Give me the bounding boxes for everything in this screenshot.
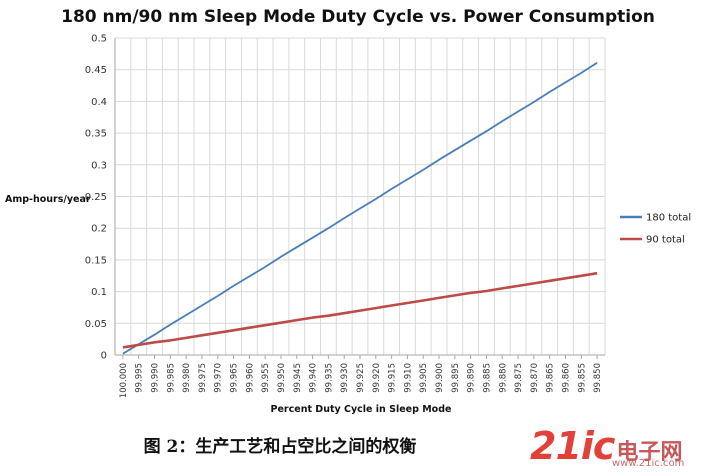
y-tick-label: 0.1 [91, 287, 107, 298]
x-tick-label: 99.995 [135, 363, 145, 393]
x-tick-label: 99.890 [467, 363, 477, 393]
figure-caption: 图 2：生产工艺和占空比之间的权衡 [143, 437, 417, 457]
x-tick-label: 99.925 [356, 363, 366, 393]
x-tick-label: 99.875 [514, 363, 524, 393]
x-tick-label: 99.860 [561, 363, 571, 393]
x-tick-label: 99.900 [435, 363, 445, 393]
legend: 180 total 90 total [620, 213, 691, 246]
x-tick-label: 99.955 [261, 363, 271, 393]
x-tick-label: 99.920 [372, 363, 382, 393]
x-tick-label: 99.975 [198, 363, 208, 393]
y-tick-label: 0.25 [85, 192, 107, 203]
y-tick-label: 0.45 [85, 65, 107, 76]
series-line-180-total [122, 61, 598, 355]
y-axis-ticks: 0 0.05 0.1 0.15 0.2 0.25 0.3 0.35 0.4 0.45 0.5 [85, 34, 107, 362]
y-tick-label: 0.2 [91, 224, 107, 235]
x-tick-label: 100.000 [119, 363, 129, 398]
x-tick-label: 99.880 [498, 363, 508, 393]
x-tick-label: 99.885 [482, 363, 492, 393]
x-tick-label: 99.990 [151, 363, 161, 393]
legend-label: 180 total [646, 213, 691, 224]
y-axis-label: Amp-hours/year [5, 194, 91, 205]
x-tick-label: 99.930 [340, 363, 350, 393]
x-axis-label: Percent Duty Cycle in Sleep Mode [271, 404, 452, 415]
y-tick-label: 0.4 [91, 97, 107, 108]
y-tick-label: 0.3 [91, 160, 107, 171]
x-tick-label: 99.895 [451, 363, 461, 393]
x-tick-label: 99.980 [182, 363, 192, 393]
x-tick-label: 99.870 [530, 363, 540, 393]
x-tick-label: 99.910 [403, 363, 413, 393]
x-tick-label: 99.965 [230, 363, 240, 393]
x-tick-label: 99.960 [245, 363, 255, 393]
x-tick-label: 99.985 [166, 363, 176, 393]
watermark: 21ic 电子网 [530, 424, 682, 468]
x-tick-label: 99.915 [388, 363, 398, 393]
y-tick-label: 0.15 [85, 255, 107, 266]
watermark-logo: 21ic [530, 424, 615, 468]
chart-title: 180 nm/90 nm Sleep Mode Duty Cycle vs. P… [61, 7, 655, 27]
x-tick-label: 99.950 [277, 363, 287, 393]
x-axis-ticks: 100.000 99.995 99.990 99.985 99.980 99.975 99.… [119, 355, 603, 398]
x-tick-label: 99.865 [546, 363, 556, 393]
y-tick-label: 0.05 [85, 319, 107, 330]
watermark-url: www.21ic.com [612, 458, 685, 469]
x-tick-label: 99.940 [309, 363, 319, 393]
x-tick-label: 99.935 [324, 363, 334, 393]
grid [114, 37, 606, 356]
series-lines [122, 61, 598, 355]
x-tick-label: 99.905 [419, 363, 429, 393]
series-line-90-total [122, 271, 598, 349]
x-tick-label: 99.850 [593, 363, 603, 393]
y-tick-label: 0.35 [85, 129, 107, 140]
x-tick-label: 99.945 [293, 363, 303, 393]
y-tick-label: 0.5 [91, 34, 107, 45]
x-tick-label: 99.970 [214, 363, 224, 393]
y-tick-label: 0 [101, 351, 107, 362]
legend-label: 90 total [646, 235, 685, 246]
x-tick-label: 99.855 [577, 363, 587, 393]
watermark-text: 电子网 [616, 440, 683, 465]
